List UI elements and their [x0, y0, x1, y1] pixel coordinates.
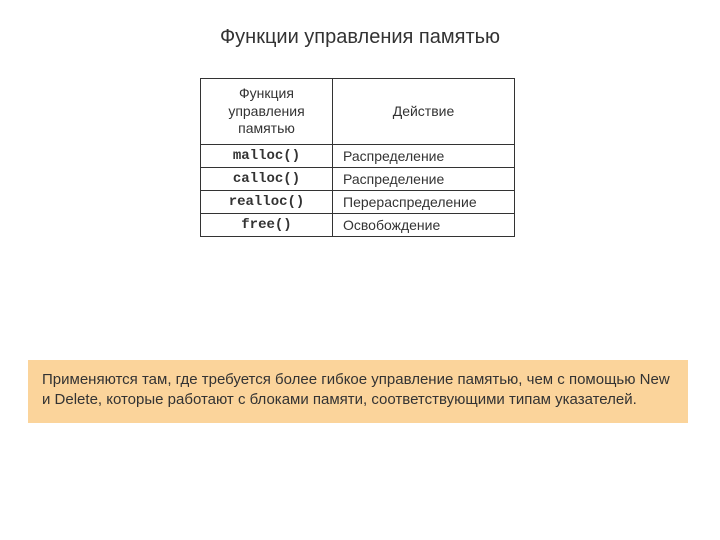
usage-note: Применяются там, где требуется более гиб… [28, 360, 688, 423]
page-title: Функции управления памятью [0, 26, 720, 49]
slide: Функции управления памятью Функция управ… [0, 0, 720, 540]
table-header-row: Функция управления памятью Действие [201, 79, 515, 145]
function-name-cell: malloc() [201, 144, 333, 167]
function-name-cell: realloc() [201, 190, 333, 213]
function-name-cell: calloc() [201, 167, 333, 190]
function-action-cell: Освобождение [333, 213, 515, 236]
function-action-cell: Перераспределение [333, 190, 515, 213]
table-header-action: Действие [333, 79, 515, 145]
function-action-cell: Распределение [333, 144, 515, 167]
memory-functions-table: Функция управления памятью Действие mall… [200, 78, 515, 237]
table-row: free() Освобождение [201, 213, 515, 236]
table-row: calloc() Распределение [201, 167, 515, 190]
table-row: realloc() Перераспределение [201, 190, 515, 213]
table-row: malloc() Распределение [201, 144, 515, 167]
function-name-cell: free() [201, 213, 333, 236]
table-header-function: Функция управления памятью [201, 79, 333, 145]
function-action-cell: Распределение [333, 167, 515, 190]
